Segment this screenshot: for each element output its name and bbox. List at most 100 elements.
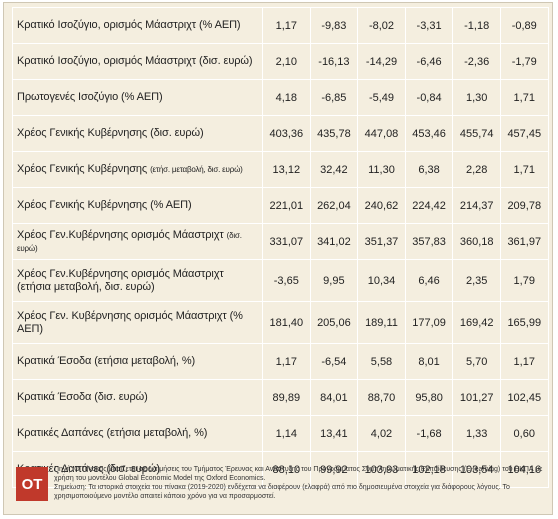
value-cell: 102,18 [404, 451, 454, 488]
footnote: Πηγή: Ο Πίνακας βασίζεται σε εκτιμήσεις … [54, 465, 548, 501]
row-label: Χρέος Γεν.Κυβέρνησης ορισμός Μάαστριχτ (… [12, 259, 263, 302]
value-cell: 13,41 [309, 415, 359, 452]
table-row: Κρατικές Δαπάνες (δισ. ευρώ) 88,10 99,92 10… [12, 451, 549, 488]
value-cell: 4,02 [357, 415, 406, 452]
value-cell: -6,54 [309, 343, 359, 380]
row-label-text: Κρατικό Ισοζύγιο, ορισμός Μάαστριχτ (δισ… [17, 55, 253, 67]
table-row: Χρέος Γενικής Κυβέρνησης (% ΑΕΠ) 221,01 26… [12, 187, 549, 224]
value-cell: 9,95 [309, 259, 359, 302]
value-cell: 403,36 [262, 115, 311, 152]
value-cell: 177,09 [404, 301, 454, 344]
value-cell: 89,89 [262, 379, 311, 416]
value-cell: 103,93 [357, 451, 406, 488]
row-label-text: Κρατικές Δαπάνες (ετήσια μεταβολή, %) [17, 427, 208, 439]
fiscal-data-table: Κρατικό Ισοζύγιο, ορισμός Μάαστριχτ (% Α… [12, 7, 549, 488]
value-cell: 11,30 [357, 151, 406, 188]
row-label-text: Χρέος Γενικής Κυβέρνησης [17, 163, 148, 175]
value-cell: 221,01 [262, 187, 311, 224]
value-cell: -3,65 [262, 259, 311, 302]
footer: OT Πηγή: Ο Πίνακας βασίζεται σε εκτιμήσε… [12, 463, 548, 511]
value-cell: 1,17 [499, 343, 549, 380]
row-label: Κρατικά Έσοδα (δισ. ευρώ) [12, 379, 263, 416]
row-label: Κρατικά Έσοδα (ετήσια μεταβολή, %) [12, 343, 263, 380]
value-cell: 1,14 [262, 415, 311, 452]
value-cell: -6,85 [309, 79, 359, 116]
value-cell: 88,10 [262, 451, 311, 488]
value-cell: 189,11 [357, 301, 406, 344]
value-cell: 101,27 [452, 379, 501, 416]
row-label-text: Χρέος Γεν. Κυβέρνησης ορισμός Μάαστριχτ … [17, 309, 243, 335]
value-cell: 95,80 [404, 379, 454, 416]
value-cell: 32,42 [309, 151, 359, 188]
value-cell: 2,10 [262, 43, 311, 80]
value-cell: 357,83 [404, 223, 454, 260]
value-cell: 5,70 [452, 343, 501, 380]
value-cell: 457,45 [499, 115, 549, 152]
table-row: Κρατικά Έσοδα (δισ. ευρώ) 89,89 84,01 88,70… [12, 379, 549, 416]
table-row: Πρωτογενές Ισοζύγιο (% ΑΕΠ) 4,18 -6,85 -5,4… [12, 79, 549, 116]
row-label: Κρατικές Δαπάνες (δισ. ευρώ) [12, 451, 263, 488]
row-label-text: Κρατικό Ισοζύγιο, ορισμός Μάαστριχτ (% Α… [17, 19, 241, 31]
value-cell: 209,78 [499, 187, 549, 224]
table-row: Χρέος Γενικής Κυβέρνησης (ετήσ. μεταβολή… [12, 151, 549, 188]
table-row: Χρέος Γεν. Κυβέρνησης ορισμός Μάαστριχτ … [12, 301, 549, 344]
value-cell: 4,18 [262, 79, 311, 116]
value-cell: 165,99 [499, 301, 549, 344]
row-label-text: Πρωτογενές Ισοζύγιο (% ΑΕΠ) [17, 91, 163, 103]
value-cell: 5,58 [357, 343, 406, 380]
value-cell: 6,46 [404, 259, 454, 302]
value-cell: -2,36 [452, 43, 501, 80]
ot-logo: OT [16, 467, 48, 501]
value-cell: 214,37 [452, 187, 501, 224]
value-cell: -0,84 [404, 79, 454, 116]
value-cell: 360,18 [452, 223, 501, 260]
value-cell: 1,79 [499, 259, 549, 302]
value-cell: -9,83 [309, 7, 359, 44]
value-cell: 453,46 [404, 115, 454, 152]
value-cell: -3,31 [404, 7, 454, 44]
value-cell: -1,68 [404, 415, 454, 452]
value-cell: 104,16 [499, 451, 549, 488]
value-cell: -1,79 [499, 43, 549, 80]
value-cell: 205,06 [309, 301, 359, 344]
value-cell: 2,35 [452, 259, 501, 302]
value-cell: 181,40 [262, 301, 311, 344]
table-row: Χρέος Γεν.Κυβέρνησης ορισμός Μάαστριχτ (… [12, 259, 549, 302]
row-label-text: Χρέος Γενικής Κυβέρνησης (δισ. ευρώ) [17, 127, 204, 139]
row-label-text: Κρατικές Δαπάνες (δισ. ευρώ) [17, 463, 160, 475]
value-cell: 262,04 [309, 187, 359, 224]
value-cell: 224,42 [404, 187, 454, 224]
row-label-text: Κρατικά Έσοδα (δισ. ευρώ) [17, 391, 148, 403]
value-cell: 8,01 [404, 343, 454, 380]
row-label: Χρέος Γενικής Κυβέρνησης (δισ. ευρώ) [12, 115, 263, 152]
value-cell: 351,37 [357, 223, 406, 260]
value-cell: -16,13 [309, 43, 359, 80]
row-label-text: Χρέος Γενικής Κυβέρνησης (% ΑΕΠ) [17, 199, 192, 211]
value-cell: 1,71 [499, 151, 549, 188]
row-label: Κρατικές Δαπάνες (ετήσια μεταβολή, %) [12, 415, 263, 452]
row-label-text: Χρέος Γεν.Κυβέρνησης ορισμός Μάαστριχτ [17, 228, 224, 241]
value-cell: 447,08 [357, 115, 406, 152]
value-cell: 1,17 [262, 343, 311, 380]
value-cell: 13,12 [262, 151, 311, 188]
value-cell: 1,30 [452, 79, 501, 116]
note-text: Σημείωση: Τα ιστορικά στοιχεία του πίνακ… [54, 484, 510, 500]
value-cell: 103,54 [452, 451, 501, 488]
table-row: Χρέος Γενικής Κυβέρνησης (δισ. ευρώ) 403,… [12, 115, 549, 152]
value-cell: 84,01 [309, 379, 359, 416]
value-cell: 455,74 [452, 115, 501, 152]
value-cell: 88,70 [357, 379, 406, 416]
table-row: Κρατικές Δαπάνες (ετήσια μεταβολή, %) 1,1… [12, 415, 549, 452]
table-row: Χρέος Γεν.Κυβέρνησης ορισμός Μάαστριχτ (… [12, 223, 549, 260]
value-cell: 341,02 [309, 223, 359, 260]
value-cell: -1,18 [452, 7, 501, 44]
row-label-unit: (ετήσ. μεταβολή, δισ. ευρώ) [150, 165, 243, 174]
source-text: Πηγή: Ο Πίνακας βασίζεται σε εκτιμήσεις … [54, 466, 543, 482]
value-cell: 1,71 [499, 79, 549, 116]
row-label: Χρέος Γενικής Κυβέρνησης (ετήσ. μεταβολή… [12, 151, 263, 188]
row-label: Πρωτογενές Ισοζύγιο (% ΑΕΠ) [12, 79, 263, 116]
row-label: Χρέος Γεν.Κυβέρνησης ορισμός Μάαστριχτ (… [12, 223, 263, 260]
row-label-text: Χρέος Γεν.Κυβέρνησης ορισμός Μάαστριχτ (… [17, 267, 224, 293]
value-cell: 331,07 [262, 223, 311, 260]
value-cell: 6,38 [404, 151, 454, 188]
